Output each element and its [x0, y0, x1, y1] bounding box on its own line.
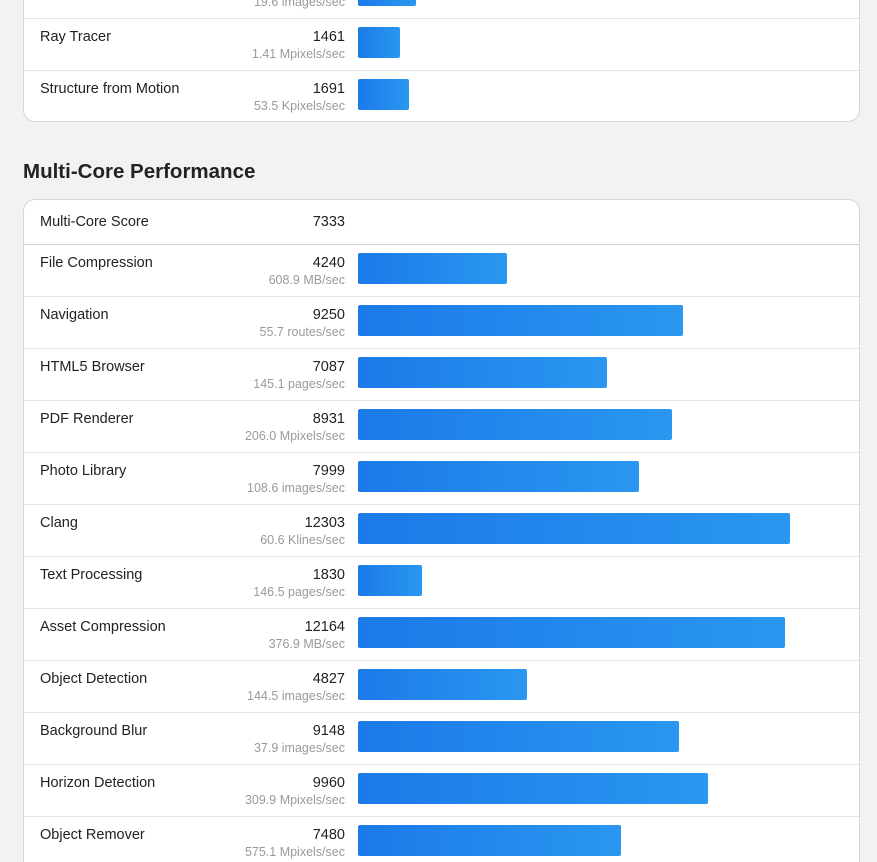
single-core-card: 19.6 images/sec Ray Tracer 1461 1.41 Mpi… [23, 0, 860, 122]
score-label: Multi-Core Score [40, 214, 149, 230]
benchmark-row: Photo Library 7999 108.6 images/sec [24, 453, 859, 505]
benchmark-bar [358, 721, 679, 752]
benchmark-bar [358, 409, 672, 440]
benchmark-row: PDF Renderer 8931 206.0 Mpixels/sec [24, 401, 859, 453]
benchmark-row: 19.6 images/sec [24, 0, 859, 19]
benchmark-name: Object Detection [40, 671, 148, 687]
benchmark-bar [358, 565, 422, 596]
benchmark-unit: 376.9 MB/sec [268, 637, 345, 651]
benchmark-row: Horizon Detection 9960 309.9 Mpixels/sec [24, 765, 859, 817]
benchmark-score: 7087 [312, 359, 345, 375]
benchmark-score: 1691 [312, 81, 345, 97]
benchmark-score: 12303 [304, 515, 345, 531]
benchmark-unit: 145.1 pages/sec [253, 377, 345, 391]
benchmark-row: HTML5 Browser 7087 145.1 pages/sec [24, 349, 859, 401]
benchmark-score: 12164 [304, 619, 345, 635]
benchmark-name: File Compression [40, 255, 153, 271]
benchmark-bar [358, 825, 621, 856]
benchmark-name: Clang [40, 515, 78, 531]
benchmark-score: 7999 [312, 463, 345, 479]
benchmark-score: 9960 [312, 775, 345, 791]
section-title: Multi-Core Performance [23, 160, 256, 183]
benchmark-name: Navigation [40, 307, 109, 323]
benchmark-score: 8931 [312, 411, 345, 427]
benchmark-name: Background Blur [40, 723, 148, 739]
benchmark-row: Clang 12303 60.6 Klines/sec [24, 505, 859, 557]
benchmark-bar [358, 79, 409, 110]
benchmark-score: 7480 [312, 827, 345, 843]
benchmark-bar [358, 669, 527, 700]
multi-core-card: Multi-Core Score 7333 File Compression 42… [23, 199, 860, 862]
benchmark-score: 4240 [312, 255, 345, 271]
benchmark-unit: 575.1 Mpixels/sec [244, 845, 345, 859]
benchmark-score: 4827 [312, 671, 345, 687]
benchmark-unit: 309.9 Mpixels/sec [244, 793, 345, 807]
benchmark-bar [358, 305, 683, 336]
benchmark-bar [358, 27, 400, 58]
multi-core-score-row: Multi-Core Score 7333 [24, 200, 859, 245]
benchmark-score: 9250 [312, 307, 345, 323]
benchmark-score: 9148 [312, 723, 345, 739]
benchmark-name: Text Processing [40, 567, 143, 583]
benchmark-bar [358, 617, 785, 648]
benchmark-name: Structure from Motion [40, 81, 180, 97]
benchmark-name: Asset Compression [40, 619, 166, 635]
benchmark-row: Structure from Motion 1691 53.5 Kpixels/… [24, 71, 859, 121]
benchmark-row: Object Remover 7480 575.1 Mpixels/sec [24, 817, 859, 862]
benchmark-row: Navigation 9250 55.7 routes/sec [24, 297, 859, 349]
benchmark-name: Ray Tracer [40, 29, 111, 45]
benchmark-row: Object Detection 4827 144.5 images/sec [24, 661, 859, 713]
benchmark-unit: 19.6 images/sec [253, 0, 345, 9]
benchmark-score: 1830 [312, 567, 345, 583]
benchmark-bar [358, 0, 416, 6]
benchmark-name: Photo Library [40, 463, 127, 479]
benchmark-bar [358, 773, 708, 804]
benchmark-bar [358, 253, 507, 284]
benchmark-bar [358, 513, 790, 544]
benchmark-list: File Compression 4240 608.9 MB/sec Navigati… [24, 245, 859, 862]
benchmark-unit: 608.9 MB/sec [268, 273, 345, 287]
benchmark-row: Asset Compression 12164 376.9 MB/sec [24, 609, 859, 661]
benchmark-unit: 55.7 routes/sec [259, 325, 345, 339]
benchmark-unit: 206.0 Mpixels/sec [244, 429, 345, 443]
benchmark-unit: 1.41 Mpixels/sec [251, 47, 345, 61]
score-value: 7333 [312, 214, 345, 230]
benchmark-unit: 60.6 Klines/sec [260, 533, 345, 547]
benchmark-row: File Compression 4240 608.9 MB/sec [24, 245, 859, 297]
benchmark-row: Background Blur 9148 37.9 images/sec [24, 713, 859, 765]
benchmark-name: HTML5 Browser [40, 359, 145, 375]
benchmark-name: Object Remover [40, 827, 145, 843]
benchmark-bar [358, 461, 639, 492]
benchmark-unit: 108.6 images/sec [247, 481, 345, 495]
benchmark-row: Text Processing 1830 146.5 pages/sec [24, 557, 859, 609]
benchmark-unit: 37.9 images/sec [253, 741, 345, 755]
benchmark-name: Horizon Detection [40, 775, 156, 791]
benchmark-row: Ray Tracer 1461 1.41 Mpixels/sec [24, 19, 859, 71]
benchmark-unit: 53.5 Kpixels/sec [253, 99, 345, 113]
benchmark-name: PDF Renderer [40, 411, 134, 427]
benchmark-unit: 144.5 images/sec [247, 689, 345, 703]
benchmark-bar [358, 357, 607, 388]
benchmark-score: 1461 [312, 29, 345, 45]
benchmark-unit: 146.5 pages/sec [253, 585, 345, 599]
